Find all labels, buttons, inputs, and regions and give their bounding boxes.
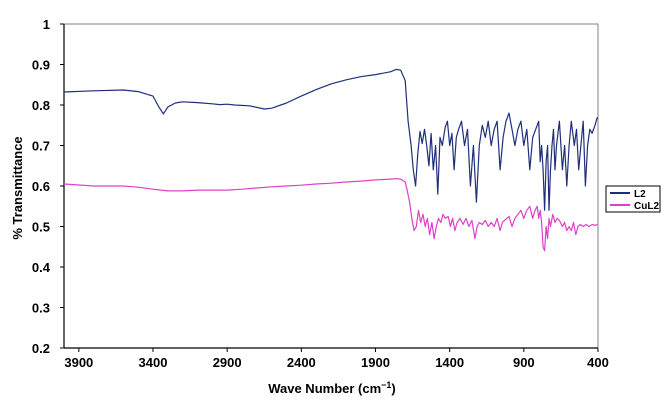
legend-box bbox=[605, 185, 661, 213]
x-axis-title-superscript: −1 bbox=[381, 380, 391, 390]
x-tick-label: 2400 bbox=[287, 355, 316, 370]
legend-label-L2: L2 bbox=[634, 189, 646, 200]
series-layer bbox=[63, 68, 598, 252]
y-axis-ticks: 0.2 0.3 0.4 0.5 0.6 0.7 0.8 0.9 1 bbox=[32, 17, 64, 356]
x-axis-ticks: 3900 3400 2900 2400 1900 1400 900 400 bbox=[64, 348, 609, 370]
series-line-CuL2 bbox=[63, 178, 598, 252]
x-tick-label: 1900 bbox=[361, 355, 390, 370]
x-axis-title-end: ) bbox=[391, 381, 395, 396]
x-tick-label: 400 bbox=[587, 355, 609, 370]
legend: L2 CuL2 bbox=[605, 185, 661, 213]
y-tick-label: 1 bbox=[43, 17, 50, 32]
y-tick-label: 0.3 bbox=[32, 301, 50, 316]
y-axis-title: % Transmittance bbox=[10, 136, 25, 239]
y-tick-label: 0.5 bbox=[32, 220, 50, 235]
x-tick-label: 1400 bbox=[435, 355, 464, 370]
y-tick-label: 0.4 bbox=[32, 260, 51, 275]
series-line-L2 bbox=[63, 68, 598, 211]
x-tick-label: 3400 bbox=[139, 355, 168, 370]
x-tick-label: 3900 bbox=[64, 355, 93, 370]
y-tick-label: 0.9 bbox=[32, 58, 50, 73]
y-tick-label: 0.2 bbox=[32, 341, 50, 356]
y-tick-label: 0.7 bbox=[32, 139, 50, 154]
x-tick-label: 900 bbox=[513, 355, 535, 370]
x-tick-label: 2900 bbox=[213, 355, 242, 370]
plot-frame bbox=[63, 23, 599, 349]
y-tick-label: 0.8 bbox=[32, 98, 50, 113]
legend-label-CuL2: CuL2 bbox=[634, 201, 659, 212]
x-axis-title-main: Wave Number (cm bbox=[268, 381, 381, 396]
y-tick-label: 0.6 bbox=[32, 179, 50, 194]
x-axis-title: Wave Number (cm−1) bbox=[268, 380, 396, 396]
